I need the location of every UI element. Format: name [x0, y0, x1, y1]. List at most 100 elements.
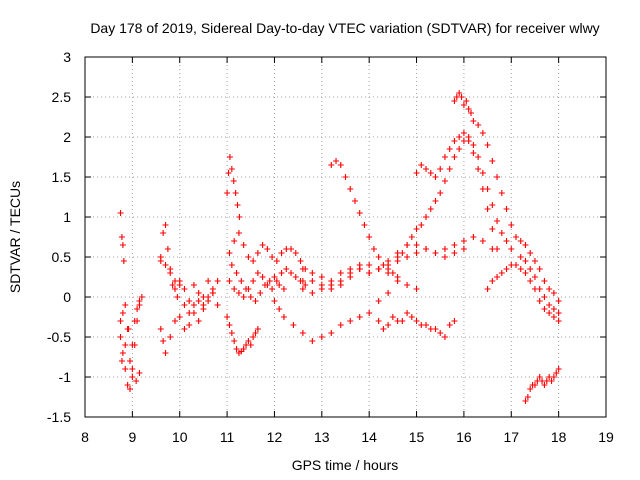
data-point: [437, 330, 444, 336]
data-point: [531, 258, 538, 264]
data-point: [498, 230, 505, 236]
y-tick-label: -0.5: [47, 329, 71, 345]
x-tick-label: 8: [81, 429, 89, 445]
data-point: [536, 298, 543, 304]
x-tick-label: 10: [172, 429, 188, 445]
data-point: [129, 374, 136, 380]
y-tick-label: 0.5: [52, 249, 72, 265]
data-point: [423, 246, 430, 252]
data-point: [541, 278, 548, 284]
data-point: [441, 334, 448, 340]
data-point: [167, 270, 174, 276]
data-point: [157, 326, 164, 332]
data-point: [119, 242, 126, 248]
data-point: [451, 250, 458, 256]
data-point: [186, 298, 193, 304]
data-point: [423, 322, 430, 328]
data-point: [347, 186, 354, 192]
data-point: [503, 238, 510, 244]
data-point: [394, 254, 401, 260]
data-point: [160, 338, 167, 344]
data-point: [226, 154, 233, 160]
data-point: [380, 262, 387, 268]
data-point: [261, 282, 268, 288]
data-point: [231, 286, 238, 292]
data-point: [484, 206, 491, 212]
data-point: [205, 298, 212, 304]
data-point: [342, 174, 349, 180]
data-point: [446, 146, 453, 152]
data-point: [517, 254, 524, 260]
data-point: [413, 318, 420, 324]
data-point: [200, 294, 207, 300]
data-point: [171, 278, 178, 284]
data-point: [288, 270, 295, 276]
data-point: [122, 342, 129, 348]
data-point: [240, 294, 247, 300]
data-point: [446, 166, 453, 172]
data-point: [226, 322, 233, 328]
data-point: [465, 106, 472, 112]
data-point: [138, 294, 145, 300]
x-tick-label: 12: [267, 429, 283, 445]
data-point: [351, 198, 358, 204]
data-point: [233, 346, 240, 352]
data-point: [451, 318, 458, 324]
data-point: [413, 242, 420, 248]
series-mid-c: [157, 278, 216, 356]
data-point: [432, 198, 439, 204]
data-point: [278, 270, 285, 276]
data-point: [117, 210, 124, 216]
data-point: [195, 290, 202, 296]
data-point: [126, 386, 133, 392]
series-early-cluster-c: [118, 326, 143, 384]
x-tick-label: 16: [456, 429, 472, 445]
data-point: [375, 266, 382, 272]
data-point: [337, 278, 344, 284]
data-point: [489, 158, 496, 164]
data-point: [536, 266, 543, 272]
data-point: [427, 170, 434, 176]
data-point: [503, 206, 510, 212]
data-point: [254, 326, 261, 332]
data-point: [375, 318, 382, 324]
data-point: [247, 294, 254, 300]
data-point: [273, 258, 280, 264]
data-point: [328, 282, 335, 288]
data-point: [124, 382, 131, 388]
data-point: [238, 278, 245, 284]
data-point: [167, 334, 174, 340]
y-tick-label: -1.5: [47, 409, 71, 425]
data-point: [413, 250, 420, 256]
data-point: [456, 134, 463, 140]
data-point: [555, 298, 562, 304]
data-point: [394, 274, 401, 280]
data-point: [498, 270, 505, 276]
data-point: [309, 290, 316, 296]
data-point: [489, 226, 496, 232]
series-low-tail: [522, 366, 562, 404]
data-point: [408, 314, 415, 320]
data-point: [527, 278, 534, 284]
data-point: [408, 234, 415, 240]
data-point: [129, 366, 136, 372]
data-point: [356, 314, 363, 320]
data-point: [541, 382, 548, 388]
data-point: [254, 250, 261, 256]
axis-ticks: [84, 56, 607, 418]
data-point: [247, 342, 254, 348]
data-point: [280, 286, 287, 292]
data-point: [250, 258, 257, 264]
series-mid-a: [157, 222, 221, 308]
data-point: [136, 370, 143, 376]
series-band-11-12-c: [228, 262, 287, 304]
data-point: [546, 286, 553, 292]
data-point: [465, 134, 472, 140]
data-point: [385, 266, 392, 272]
data-point: [278, 250, 285, 256]
data-point: [423, 166, 430, 172]
data-point: [190, 282, 197, 288]
data-point: [245, 338, 252, 344]
data-point: [205, 278, 212, 284]
x-tick-label: 18: [551, 429, 567, 445]
